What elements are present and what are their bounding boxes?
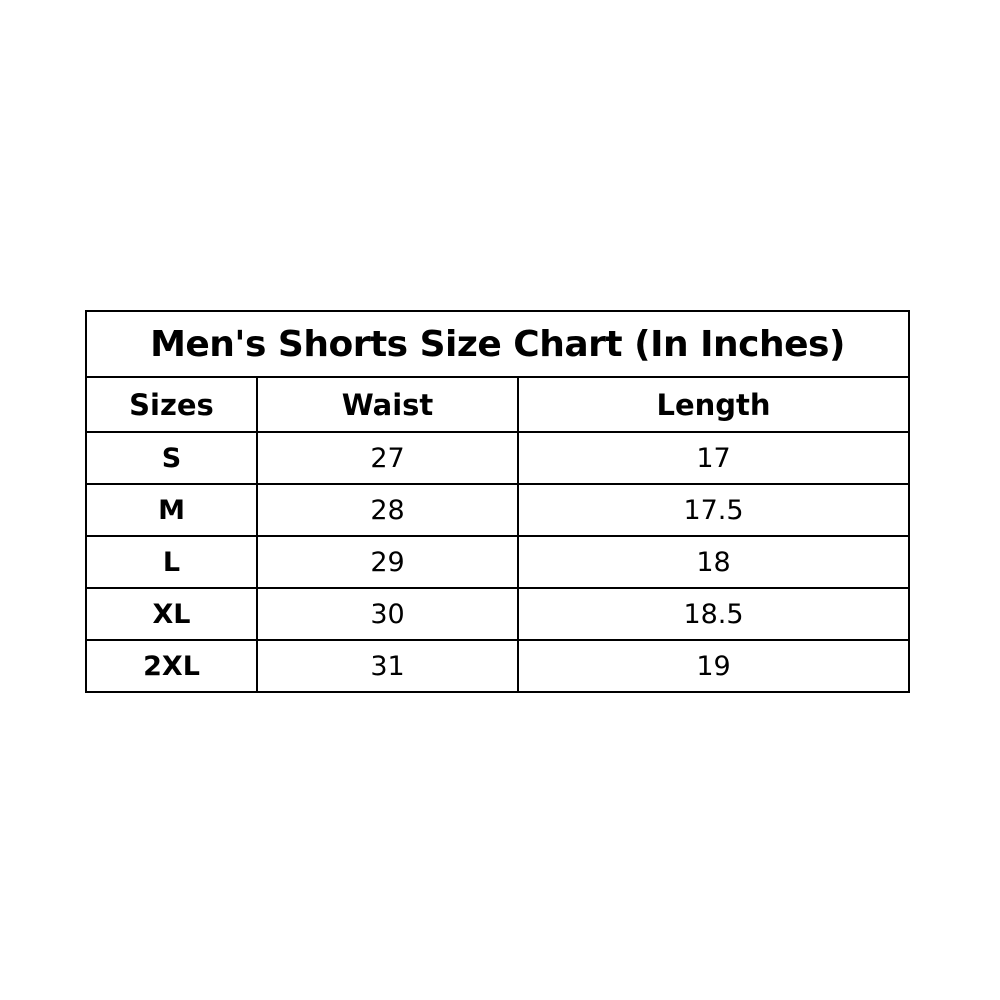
- length-cell: 19: [517, 639, 910, 693]
- table-row: S 27 17: [85, 431, 910, 485]
- size-cell: M: [85, 483, 258, 537]
- table-row: M 28 17.5: [85, 483, 910, 537]
- size-cell: L: [85, 535, 258, 589]
- size-cell: 2XL: [85, 639, 258, 693]
- column-header-sizes: Sizes: [85, 376, 258, 433]
- table-title: Men's Shorts Size Chart (In Inches): [85, 310, 910, 378]
- waist-cell: 31: [256, 639, 519, 693]
- length-cell: 17: [517, 431, 910, 485]
- size-chart-table: Men's Shorts Size Chart (In Inches) Size…: [85, 310, 910, 693]
- length-cell: 18: [517, 535, 910, 589]
- waist-cell: 29: [256, 535, 519, 589]
- size-cell: S: [85, 431, 258, 485]
- table-row: 2XL 31 19: [85, 639, 910, 693]
- column-header-waist: Waist: [256, 376, 519, 433]
- length-cell: 18.5: [517, 587, 910, 641]
- table-row: XL 30 18.5: [85, 587, 910, 641]
- table-row: L 29 18: [85, 535, 910, 589]
- waist-cell: 27: [256, 431, 519, 485]
- waist-cell: 28: [256, 483, 519, 537]
- waist-cell: 30: [256, 587, 519, 641]
- length-cell: 17.5: [517, 483, 910, 537]
- column-header-length: Length: [517, 376, 910, 433]
- size-cell: XL: [85, 587, 258, 641]
